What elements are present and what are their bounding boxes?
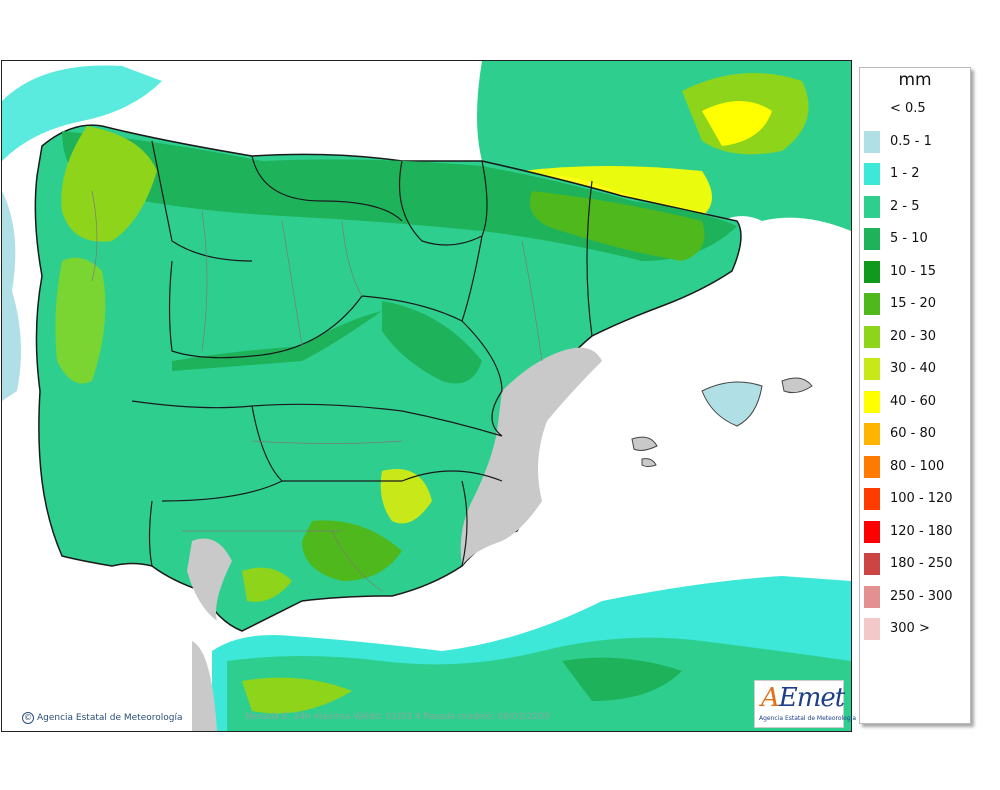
- legend-item: 40 - 60: [864, 390, 964, 413]
- legend-swatch: [864, 98, 880, 120]
- legend-unit: mm: [898, 70, 932, 90]
- legend-swatch: [864, 455, 880, 478]
- validity-text: Nevada E. 24h máxima Válido: 01/03 4 Pas…: [245, 712, 550, 722]
- mallorca: [701, 381, 763, 427]
- aemet-logo[interactable]: AEmet Agencia Estatal de Meteorología: [754, 680, 856, 728]
- legend-label: 80 - 100: [890, 458, 945, 474]
- legend-swatch: [864, 618, 880, 640]
- legend-swatch: [864, 163, 880, 185]
- legend-swatch: [864, 488, 880, 510]
- legend-swatch: [864, 423, 880, 445]
- legend-item: 100 - 120: [864, 488, 964, 510]
- copyright-icon: ©: [22, 712, 34, 724]
- legend-label: 100 - 120: [890, 491, 953, 506]
- legend-label: 120 - 180: [890, 523, 953, 539]
- portugal-heavy-area: [55, 257, 106, 384]
- ibiza: [631, 436, 658, 451]
- legend-label: 250 - 300: [890, 588, 953, 604]
- legend-item: 5 - 10: [864, 228, 964, 250]
- province-borders: [91, 190, 543, 592]
- legend-label: 0.5 - 1: [890, 133, 932, 149]
- rif-heavy-area: [242, 677, 352, 714]
- legend-panel: mm < 0.5 0.5 - 1 1 - 2 2 - 5 5 - 10 10 - 15 15…: [859, 67, 971, 724]
- legend-label: 60 - 80: [890, 426, 937, 441]
- legend-item: 300 >: [864, 618, 964, 640]
- legend-item: 2 - 5: [864, 195, 964, 218]
- legend-item: 0.5 - 1: [864, 130, 964, 153]
- tell-wet-area: [562, 657, 682, 701]
- logo-wordmark: AEmet: [761, 683, 845, 713]
- legend-label: 30 - 40: [890, 361, 937, 376]
- legend-item: 80 - 100: [864, 455, 964, 478]
- legend-item: 250 - 300: [864, 585, 964, 608]
- legend-item: 1 - 2: [864, 163, 964, 185]
- legend-swatch: [864, 260, 880, 283]
- legend-item: 10 - 15: [864, 260, 964, 283]
- dry-southeast: [460, 347, 602, 566]
- legend-label: 300 >: [890, 621, 930, 636]
- legend-label: 15 - 20: [890, 296, 937, 311]
- legend-swatch: [864, 520, 880, 543]
- legend-item: 15 - 20: [864, 293, 964, 315]
- legend-label: < 0.5: [890, 101, 926, 116]
- credit-text: Agencia Estatal de Meteorología: [37, 713, 183, 723]
- region-borders: [131, 140, 593, 567]
- legend-label: 1 - 2: [890, 166, 920, 181]
- central-system: [172, 311, 382, 371]
- morocco-dry: [192, 641, 217, 731]
- legend-label: 40 - 60: [890, 393, 937, 409]
- legend-item: 120 - 180: [864, 520, 964, 543]
- formentera: [641, 458, 657, 467]
- precipitation-map[interactable]: [1, 60, 852, 732]
- malaga-heavy-area: [242, 567, 292, 602]
- pyrenees-north-max: [522, 166, 712, 216]
- menorca: [781, 377, 813, 394]
- legend-item: 180 - 250: [864, 553, 964, 575]
- atlantic-drizzle-area: [2, 191, 21, 401]
- pyrenees-heavy-area: [530, 191, 705, 261]
- legend-label: 2 - 5: [890, 198, 920, 214]
- legend-item: 60 - 80: [864, 423, 964, 445]
- segura-heavy-area: [380, 469, 432, 524]
- legend-label: 5 - 10: [890, 231, 928, 246]
- legend-swatch: [864, 390, 880, 413]
- legend-item: < 0.5: [864, 98, 964, 120]
- legend-swatch: [864, 358, 880, 380]
- legend-label: 10 - 15: [890, 263, 937, 279]
- legend-swatch: [864, 130, 880, 153]
- france-max-area: [702, 101, 772, 146]
- logo-subtitle: Agencia Estatal de Meteorología: [759, 715, 856, 722]
- legend-swatch: [864, 293, 880, 315]
- galicia-heavy-area: [61, 126, 157, 242]
- legend-swatch: [864, 553, 880, 575]
- legend-swatch: [864, 228, 880, 250]
- iberian-system: [382, 301, 482, 384]
- dry-southwest: [187, 538, 232, 621]
- legend-swatch: [864, 585, 880, 608]
- atlantic-precip-area: [2, 65, 162, 161]
- copyright-credit: © Agencia Estatal de Meteorología: [22, 712, 183, 724]
- legend-swatch: [864, 195, 880, 218]
- legend-item: 20 - 30: [864, 325, 964, 348]
- legend-item: 30 - 40: [864, 358, 964, 380]
- baetic-wet-area: [302, 520, 402, 581]
- north-africa-wet: [227, 637, 851, 731]
- legend-label: 20 - 30: [890, 328, 937, 344]
- legend-swatch: [864, 325, 880, 348]
- legend-label: 180 - 250: [890, 556, 953, 571]
- map-canvas: [2, 61, 851, 731]
